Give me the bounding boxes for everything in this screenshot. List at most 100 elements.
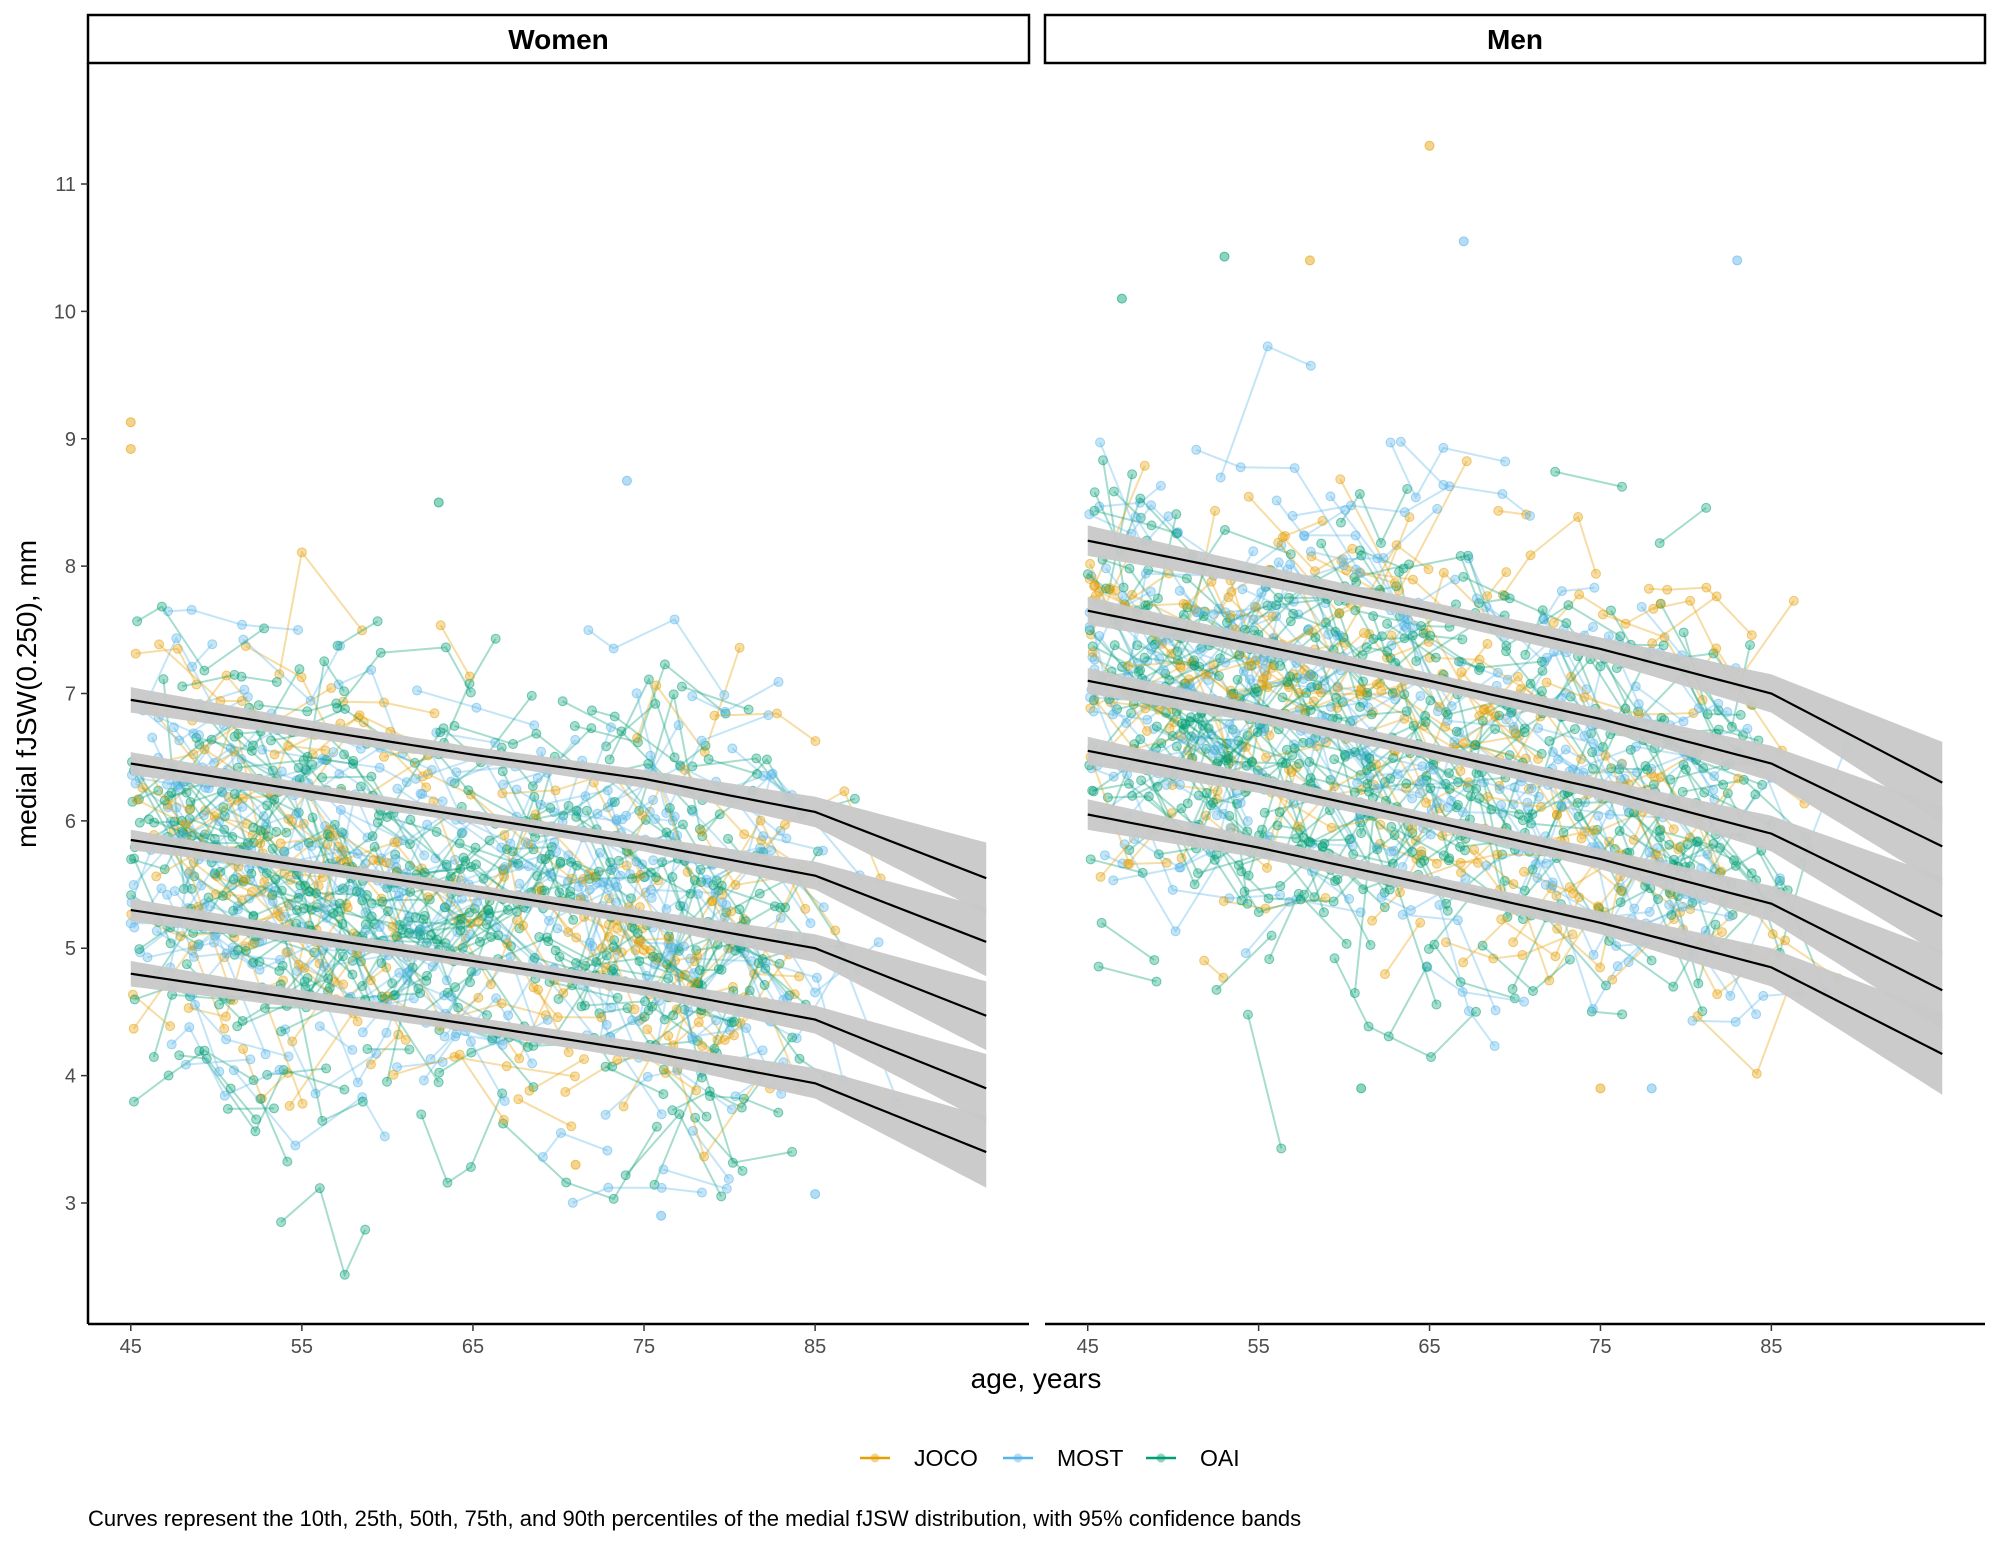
data-point-joco — [1212, 785, 1223, 796]
trajectory-line-most — [587, 618, 726, 696]
data-point-oai — [1745, 639, 1756, 650]
data-point-most — [217, 787, 228, 798]
data-point-oai — [1421, 961, 1432, 972]
data-point-oai — [701, 1111, 712, 1122]
data-point-joco — [1512, 671, 1523, 682]
data-point-oai — [449, 720, 460, 731]
data-point-oai — [422, 970, 433, 981]
data-point-most — [514, 878, 525, 889]
notable-point-joco — [1595, 1083, 1606, 1094]
data-point-oai — [1527, 986, 1538, 997]
data-point-oai — [440, 642, 451, 653]
data-point-oai — [1514, 809, 1525, 820]
data-point-most — [641, 970, 652, 981]
data-point-most — [1146, 644, 1157, 655]
data-point-most — [318, 961, 329, 972]
data-point-oai — [381, 1076, 392, 1087]
trajectory-line-joco — [153, 834, 263, 896]
data-point-joco — [1541, 677, 1552, 688]
data-point-oai — [773, 1107, 784, 1118]
data-point-oai — [774, 958, 785, 969]
trajectory-line-oai — [444, 906, 512, 948]
trajectory-line-joco — [432, 801, 596, 924]
data-point-most — [464, 929, 475, 940]
data-point-joco — [1457, 738, 1468, 749]
trajectory-line-most — [1635, 685, 1685, 723]
data-point-most — [535, 799, 546, 810]
trajectory-line-most — [692, 1130, 730, 1180]
data-point-joco — [1386, 630, 1397, 641]
data-point-joco — [699, 1151, 710, 1162]
trajectory-line-oai — [172, 773, 216, 840]
trajectory-line-oai — [136, 605, 265, 673]
data-point-oai — [1136, 775, 1147, 786]
data-point-most — [257, 744, 268, 755]
data-point-oai — [274, 965, 285, 976]
data-point-joco — [1648, 603, 1659, 614]
data-point-most — [225, 743, 236, 754]
trajectory-line-oai — [1385, 751, 1506, 802]
trajectory-line-joco — [432, 883, 518, 987]
notable-point-joco — [125, 417, 136, 428]
data-point-most — [404, 965, 415, 976]
data-point-most — [1494, 784, 1505, 795]
data-point-oai — [1382, 618, 1393, 629]
data-point-most — [621, 810, 632, 821]
trajectory-line-most — [562, 881, 685, 948]
trajectory-line-oai — [462, 906, 524, 949]
data-point-most — [328, 747, 339, 758]
data-point-joco — [1573, 512, 1584, 523]
trajectory-line-most — [197, 932, 218, 948]
data-point-oai — [262, 1069, 273, 1080]
data-point-oai — [1135, 493, 1146, 504]
trajectory-line-oai — [1113, 490, 1142, 519]
data-point-oai — [1425, 783, 1436, 794]
trajectory-line-joco — [1394, 570, 1502, 635]
data-point-oai — [440, 902, 451, 913]
data-point-most — [419, 850, 430, 861]
trajectory-line-most — [1219, 345, 1312, 478]
data-point-joco — [221, 670, 232, 681]
trajectory-line-most — [298, 889, 405, 956]
data-point-oai — [1774, 875, 1785, 886]
data-point-most — [603, 879, 614, 890]
data-point-oai — [1232, 798, 1243, 809]
data-point-oai — [1089, 487, 1100, 498]
data-point-oai — [1365, 761, 1376, 772]
data-point-oai — [1572, 797, 1583, 808]
data-point-oai — [704, 1086, 715, 1097]
trajectory-line-oai — [138, 926, 171, 950]
trajectory-line-most — [187, 849, 335, 918]
data-point-oai — [1310, 632, 1321, 643]
data-point-most — [437, 1057, 448, 1068]
subject-trajectories — [125, 547, 903, 1280]
trajectory-line-oai — [605, 1065, 664, 1095]
data-point-oai — [1102, 792, 1113, 803]
trajectory-line-oai — [305, 977, 329, 989]
data-point-most — [1632, 767, 1643, 778]
data-point-oai — [1348, 849, 1359, 860]
data-point-oai — [1096, 917, 1107, 928]
data-point-oai — [627, 873, 638, 884]
data-point-most — [165, 816, 176, 827]
data-point-most — [544, 915, 555, 926]
data-point-oai — [465, 1162, 476, 1173]
trajectory-line-most — [696, 951, 784, 1016]
data-point-oai — [708, 880, 719, 891]
data-point-most — [719, 689, 730, 700]
data-point-most — [416, 923, 427, 934]
data-point-oai — [1137, 867, 1148, 878]
data-point-joco — [128, 1023, 139, 1034]
data-point-most — [472, 896, 483, 907]
data-point-oai — [227, 831, 238, 842]
data-point-most — [1231, 788, 1242, 799]
data-point-most — [1497, 489, 1508, 500]
data-point-most — [1636, 601, 1647, 612]
data-point-oai — [1385, 773, 1396, 784]
data-point-most — [408, 993, 419, 1004]
trajectory-line-most — [542, 1131, 608, 1158]
data-point-oai — [1263, 893, 1274, 904]
data-point-oai — [690, 1112, 701, 1123]
data-point-joco — [1576, 833, 1587, 844]
data-point-oai — [737, 1165, 748, 1176]
